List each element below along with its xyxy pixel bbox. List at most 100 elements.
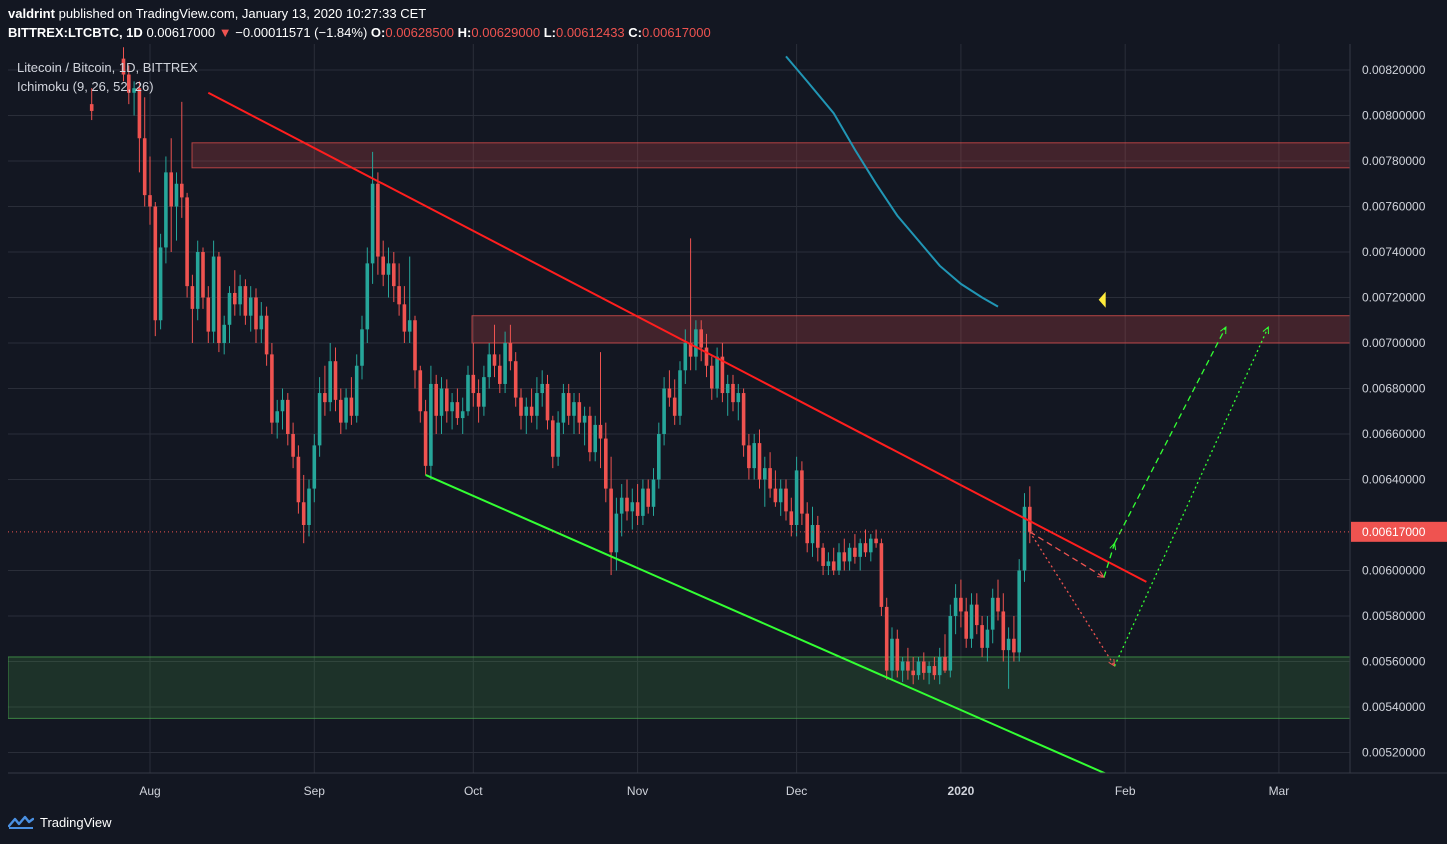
candle-body: [831, 561, 836, 571]
symbol-label: BITTREX:LTCBTC, 1D: [8, 25, 143, 40]
chart-grid: [8, 44, 1350, 773]
candle-body: [222, 324, 226, 343]
candle: [248, 286, 253, 332]
candle-body: [301, 502, 306, 525]
candle-body: [238, 286, 242, 305]
candle: [317, 377, 322, 457]
candle: [450, 393, 454, 430]
candle-body: [217, 256, 221, 343]
candle-body: [498, 365, 502, 384]
candle: [720, 343, 725, 403]
candle: [190, 274, 195, 343]
candle-body: [895, 638, 900, 671]
candle-body: [672, 397, 677, 416]
candle: [164, 156, 168, 264]
candle: [354, 354, 359, 423]
candle-body: [922, 661, 926, 673]
candle-body: [773, 488, 778, 503]
close-value: 0.00617000: [642, 25, 711, 40]
candle-body: [566, 393, 571, 416]
x-axis-tick-label: Oct: [464, 784, 483, 798]
candle: [757, 429, 762, 489]
candle: [943, 634, 947, 673]
candle-body: [688, 343, 693, 357]
chart-overlays: [8, 55, 1350, 773]
current-price-label-bg: [1351, 521, 1447, 542]
candle: [805, 502, 809, 553]
candle-body: [657, 434, 661, 480]
indicator-legend[interactable]: Ichimoku (9, 26, 52, 26): [17, 79, 154, 94]
candle-body: [211, 256, 216, 332]
x-axis-tick-label: Aug: [139, 784, 160, 798]
candle-body: [280, 399, 285, 412]
candle: [831, 547, 836, 576]
candle: [566, 383, 571, 425]
candle: [768, 452, 772, 498]
low-label: L:: [543, 25, 556, 40]
candle-body: [540, 383, 544, 394]
candle: [301, 474, 306, 544]
candle: [900, 656, 905, 682]
chart-legend-title[interactable]: Litecoin / Bitcoin, 1D, BITTREX: [17, 60, 198, 75]
candle-body: [704, 347, 709, 366]
candle: [1001, 593, 1006, 662]
candle: [551, 415, 555, 469]
candle: [704, 333, 709, 378]
y-axis-tick-label: 0.00520000: [1362, 746, 1426, 760]
candle: [625, 479, 629, 521]
author-name[interactable]: valdrint: [8, 6, 55, 21]
candle: [725, 374, 730, 416]
candle-body: [588, 415, 592, 453]
candle: [217, 252, 221, 353]
candle: [280, 388, 285, 430]
candle: [895, 629, 900, 678]
candle-body: [874, 538, 878, 544]
x-axis-tick-label: Dec: [786, 784, 807, 798]
candle: [635, 484, 640, 525]
open-label: O:: [370, 25, 386, 40]
candle-body: [195, 252, 200, 309]
chart-zones: [8, 142, 1350, 719]
open-value: 0.00628500: [385, 25, 455, 40]
candle-body: [890, 638, 894, 671]
candle-body: [715, 356, 719, 389]
tradingview-brand[interactable]: TradingView: [8, 814, 112, 830]
candle: [127, 65, 131, 105]
candle: [291, 422, 295, 469]
descending-resistance-line: [207, 91, 1147, 583]
candle-body: [752, 443, 756, 469]
candle-body: [429, 383, 433, 466]
brand-name: TradingView: [40, 814, 112, 830]
projection-scenario-a: [1114, 326, 1227, 544]
candle-body: [455, 402, 460, 419]
candle: [381, 240, 385, 287]
projection-scenario-b: [1029, 531, 1116, 667]
candle: [392, 252, 396, 303]
candle-body: [471, 374, 476, 394]
candle-body: [614, 513, 619, 553]
candle: [195, 240, 200, 321]
candle-body: [121, 58, 126, 75]
candle-body: [545, 383, 550, 421]
candle: [498, 354, 502, 394]
candle-body: [969, 604, 974, 639]
candle-body: [932, 666, 937, 676]
candle: [826, 552, 831, 576]
candle-body: [513, 361, 518, 398]
candle: [508, 324, 513, 371]
candle: [577, 393, 582, 434]
candle-body: [148, 195, 152, 207]
candle: [959, 579, 963, 628]
candle-body: [625, 497, 629, 512]
candle: [667, 370, 672, 407]
candle-body: [169, 172, 173, 207]
candle-body: [710, 365, 714, 389]
candle-body: [360, 329, 364, 366]
candle-body: [927, 666, 931, 673]
candle: [821, 543, 825, 576]
candle: [323, 365, 327, 416]
candle-body: [423, 411, 428, 466]
candle: [741, 388, 746, 457]
candle: [439, 377, 444, 434]
